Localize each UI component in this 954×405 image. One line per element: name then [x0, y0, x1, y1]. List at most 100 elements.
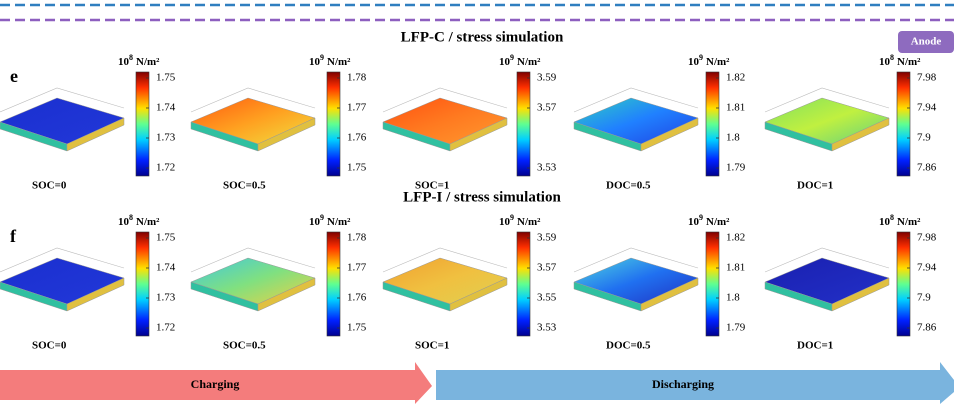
slab-side [831, 277, 890, 312]
unit-base: 10 [309, 56, 321, 68]
slab-side [66, 117, 125, 152]
row-title: LFP-I / stress simulation [403, 189, 561, 205]
colorbar-tick-label: 3.59 [537, 232, 557, 244]
unit-text: N/m² [327, 216, 351, 228]
panel-label: DOC=0.5 [606, 340, 651, 352]
unit-base: 10 [879, 56, 891, 68]
colorbar-tick-label: 1.8 [726, 292, 740, 304]
unit-text: N/m² [517, 216, 541, 228]
unit-text: N/m² [517, 56, 541, 68]
slab-frame [190, 247, 316, 273]
colorbar-tick-label: 1.74 [156, 262, 176, 274]
colorbar-tick-label: 7.98 [917, 232, 937, 244]
slab-top [382, 257, 508, 305]
colorbar-tick-label: 1.73 [156, 292, 176, 304]
colorbar [705, 71, 720, 177]
colorbar-tick-label: 1.77 [347, 262, 367, 274]
colorbar-tick-label: 1.79 [726, 162, 746, 174]
unit-exp: 9 [320, 213, 324, 222]
slab-top [0, 97, 125, 145]
unit-base: 10 [499, 56, 511, 68]
colorbar-unit: 108 N/m² [118, 213, 160, 228]
colorbar-tick-label: 7.9 [917, 292, 931, 304]
colorbar [135, 231, 150, 337]
colorbar-unit: 108 N/m² [118, 53, 160, 68]
slab-side [449, 277, 508, 312]
slab-frame [382, 247, 508, 273]
panel-label: SOC=0 [32, 340, 67, 352]
slab-top [764, 97, 890, 145]
slab-side [449, 117, 508, 152]
unit-base: 10 [118, 56, 130, 68]
panel-label: SOC=0.5 [223, 180, 266, 192]
slab-top [764, 257, 890, 305]
slab-top [0, 257, 125, 305]
colorbar [516, 71, 531, 177]
panel-letter: f [10, 226, 17, 246]
slab-frame [0, 247, 125, 273]
unit-exp: 9 [699, 213, 703, 222]
colorbar-unit: 109 N/m² [499, 213, 541, 228]
colorbar-tick-label: 1.75 [156, 232, 176, 244]
colorbar-tick-label: 3.59 [537, 72, 557, 84]
colorbar-tick-label: 7.98 [917, 72, 937, 84]
panel-label: SOC=0.5 [223, 340, 266, 352]
slab-side [640, 277, 699, 312]
slab-frame [764, 247, 890, 273]
colorbar-tick-label: 1.81 [726, 262, 745, 274]
colorbar-unit: 108 N/m² [879, 53, 921, 68]
colorbar-unit: 109 N/m² [309, 53, 351, 68]
unit-exp: 8 [890, 213, 894, 222]
slab-frame [573, 87, 699, 113]
arrow-label: Discharging [652, 377, 714, 391]
slab-frame [573, 247, 699, 273]
colorbar [705, 231, 720, 337]
unit-exp: 9 [320, 53, 324, 62]
colorbar [896, 231, 911, 337]
colorbar-tick-label: 7.94 [917, 102, 937, 114]
arrow-charging [0, 362, 432, 404]
unit-base: 10 [688, 216, 700, 228]
unit-base: 10 [499, 216, 511, 228]
colorbar-tick-label: 1.76 [347, 292, 367, 304]
slab-frame [190, 87, 316, 113]
unit-base: 10 [879, 216, 891, 228]
colorbar-tick-label: 1.82 [726, 72, 745, 84]
slab-side [257, 117, 316, 152]
colorbar-tick-label: 7.94 [917, 262, 937, 274]
colorbar-tick-label: 1.78 [347, 72, 367, 84]
colorbar-tick-label: 1.73 [156, 132, 176, 144]
colorbar-unit: 109 N/m² [499, 53, 541, 68]
slab-side [257, 277, 316, 312]
colorbar-tick-label: 3.53 [537, 162, 557, 174]
colorbar-tick-label: 1.72 [156, 162, 175, 174]
colorbar-tick-label: 7.86 [917, 162, 937, 174]
panel-label: DOC=0.5 [606, 180, 651, 192]
colorbar [326, 71, 341, 177]
unit-exp: 8 [129, 213, 133, 222]
colorbar-tick-label: 1.78 [347, 232, 367, 244]
slab-top [573, 97, 699, 145]
colorbar-tick-label: 3.53 [537, 322, 557, 334]
unit-exp: 8 [129, 53, 133, 62]
colorbar [516, 231, 531, 337]
unit-base: 10 [118, 216, 130, 228]
colorbar-tick-label: 1.77 [347, 102, 367, 114]
panel-label: SOC=1 [415, 180, 449, 192]
slab-side [640, 117, 699, 152]
slab-top [382, 97, 508, 145]
colorbar-tick-label: 1.72 [156, 322, 175, 334]
colorbar-tick-label: 7.9 [917, 132, 931, 144]
badge: Anode [911, 36, 942, 48]
slab-side [831, 117, 890, 152]
slab-top [573, 257, 699, 305]
colorbar-unit: 109 N/m² [688, 213, 730, 228]
colorbar-tick-label: 1.76 [347, 132, 367, 144]
arrow-discharging [436, 362, 954, 404]
unit-base: 10 [309, 216, 321, 228]
unit-text: N/m² [706, 56, 730, 68]
slab-frame [0, 87, 125, 113]
unit-text: N/m² [897, 56, 921, 68]
slab-top [190, 97, 316, 145]
